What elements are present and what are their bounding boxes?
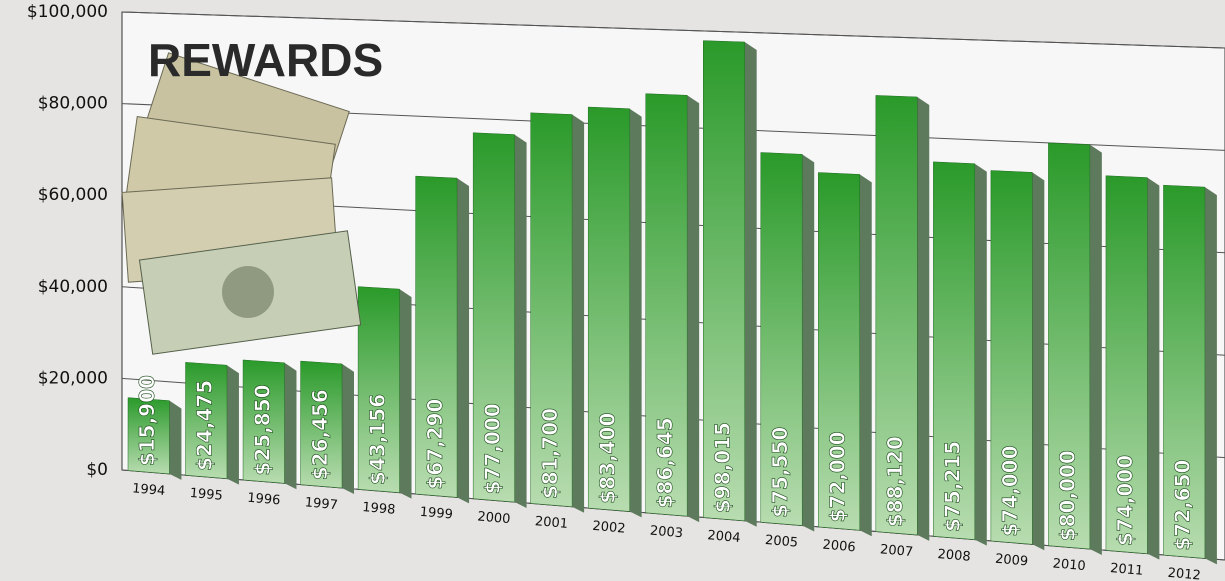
y-tick-label: $60,000	[38, 185, 108, 205]
value-label: $74,000	[1113, 455, 1137, 546]
value-label: $98,015	[710, 422, 734, 513]
bar-side	[975, 164, 987, 546]
bar-side	[284, 363, 296, 489]
bar-side	[860, 174, 872, 536]
value-label: $26,456	[308, 389, 332, 480]
x-tick-label: 1995	[189, 486, 223, 504]
value-label: $72,000	[826, 431, 850, 522]
value-label: $25,850	[250, 384, 274, 475]
y-tick-label: $20,000	[38, 368, 108, 388]
y-tick-label: $100,000	[27, 2, 108, 22]
bar-side	[630, 109, 642, 518]
x-tick-label: 2004	[707, 528, 741, 546]
value-label: $72,650	[1171, 460, 1195, 551]
x-tick-label: 2002	[592, 519, 626, 537]
bar-side	[457, 178, 469, 503]
value-label: $75,550	[768, 427, 792, 518]
value-label: $75,215	[941, 441, 965, 532]
bar-side	[917, 97, 929, 541]
bar-side	[572, 115, 584, 513]
x-tick-label: 2001	[534, 514, 568, 532]
x-tick-label: 1997	[304, 495, 338, 513]
x-tick-label: 2012	[1167, 566, 1201, 581]
bar-side	[802, 154, 814, 531]
y-tick-label: $0	[86, 460, 108, 480]
value-label: $81,700	[538, 408, 562, 499]
value-label: $80,000	[1056, 450, 1080, 541]
bar-side	[169, 401, 181, 480]
x-tick-label: 2011	[1110, 561, 1144, 579]
bar-side	[1147, 178, 1159, 560]
x-tick-label: 1999	[419, 505, 453, 523]
chart-title: REWARDS	[148, 34, 383, 86]
x-tick-label: 2008	[937, 547, 971, 565]
value-label: $67,290	[423, 399, 447, 490]
x-tick-label: 1994	[132, 481, 166, 499]
chart: $15,900 $24,475 $25,850 $26,456 $43,156 $67,2…	[0, 0, 1225, 581]
x-tick-label: 1998	[362, 500, 396, 518]
value-label: $43,156	[365, 394, 389, 485]
x-tick-label: 2000	[477, 509, 511, 527]
value-label: $83,400	[595, 413, 619, 504]
x-tick-label: 2010	[1052, 556, 1086, 574]
value-label: $88,120	[883, 436, 907, 527]
value-label: $15,900	[135, 375, 159, 466]
x-tick-label: 2007	[879, 542, 913, 560]
x-tick-label: 2009	[994, 552, 1028, 570]
x-tick-label: 2005	[764, 533, 798, 551]
bar-side	[515, 135, 527, 508]
y-tick-label: $40,000	[38, 277, 108, 297]
value-label: $74,000	[998, 445, 1022, 536]
x-tick-label: 1996	[247, 491, 281, 509]
bar-side	[227, 365, 239, 484]
x-tick-label: 2003	[649, 524, 683, 542]
value-label: $86,645	[653, 417, 677, 508]
bar-side	[1032, 172, 1044, 550]
x-tick-label: 2006	[822, 538, 856, 556]
bar-side	[1205, 187, 1217, 564]
bar-side	[745, 42, 757, 527]
bar-side	[687, 95, 699, 522]
bar-side	[400, 289, 412, 499]
value-label: $24,475	[193, 380, 217, 471]
bar-side	[1090, 145, 1102, 555]
value-label: $77,000	[480, 403, 504, 494]
y-tick-label: $80,000	[38, 94, 108, 114]
bar-side	[342, 364, 354, 494]
